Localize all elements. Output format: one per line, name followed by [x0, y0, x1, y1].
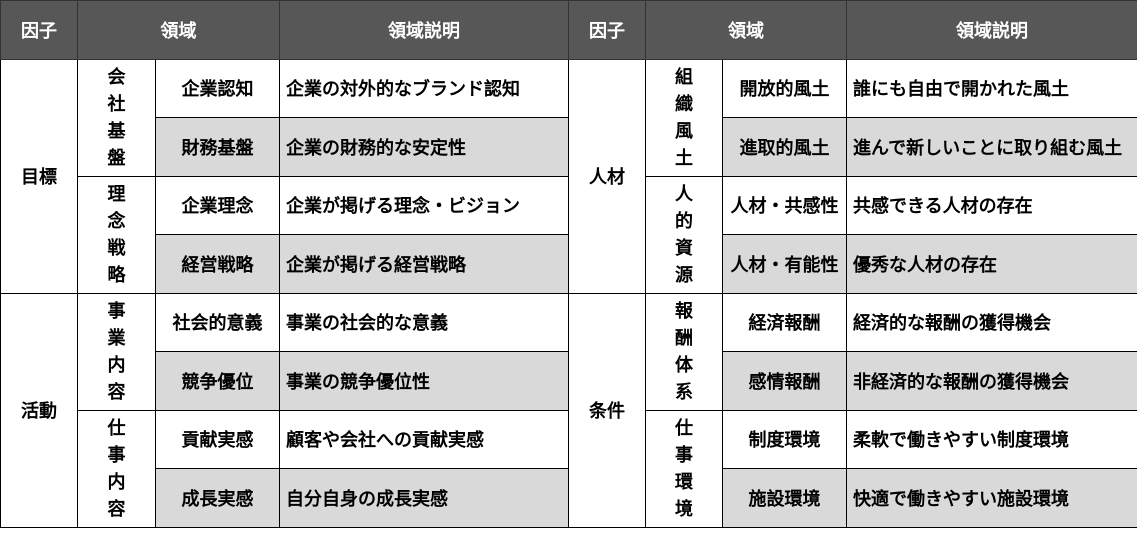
factor-cell: 目標: [0, 58, 78, 294]
area-description-cell: 非経済的な報酬の獲得機会: [846, 351, 1137, 411]
header-factor: 因子: [0, 0, 78, 60]
area-group-cell: 会社基盤: [77, 58, 156, 177]
area-description-cell: 誰にも自由で開かれた風土: [846, 58, 1137, 118]
area-description-cell: 優秀な人材の存在: [846, 234, 1137, 294]
header-area: 領域: [77, 0, 280, 60]
table-row: 仕事内容 貢献実感 顧客や会社への貢献実感: [1, 409, 569, 528]
area-name-cell: 開放的風土: [722, 58, 847, 118]
area-name-cell: 社会的意義: [155, 292, 280, 352]
area-name-cell: 制度環境: [722, 409, 847, 469]
area-name-cell: 財務基盤: [155, 117, 280, 177]
table-row: 目標 会社基盤 企業認知 企業の対外的なブランド認知: [0, 58, 569, 294]
area-description-cell: 柔軟で働きやすい制度環境: [846, 409, 1137, 469]
area-group-cell: 組織風土: [645, 58, 723, 177]
table-row: 財務基盤 企業の財務的な安定性: [1, 117, 569, 177]
table-row: 人的資源 人材・共感性 共感できる人材の存在: [569, 175, 1137, 294]
area-group-cell: 人的資源: [645, 175, 723, 294]
area-group-cell: 仕事内容: [77, 409, 156, 528]
area-description-cell: 自分自身の成長実感: [279, 468, 569, 528]
table-row: 経営戦略 企業が掲げる経営戦略: [1, 234, 569, 294]
area-group-cell: 事業内容: [77, 292, 156, 411]
area-description-cell: 快適で働きやすい施設環境: [846, 468, 1137, 528]
factor-cell: 条件: [568, 292, 646, 528]
table-row: 理念戦略 企業理念 企業が掲げる理念・ビジョン: [1, 175, 569, 294]
header-area-description: 領域説明: [279, 0, 569, 60]
area-name-cell: 経営戦略: [155, 234, 280, 294]
factor-cell: 人材: [568, 58, 646, 294]
area-group-label: 人的資源: [674, 183, 693, 286]
area-group-cell: 報酬体系: [645, 292, 723, 411]
area-description-cell: 企業が掲げる理念・ビジョン: [279, 175, 569, 235]
table-row: 進取的風土 進んで新しいことに取り組む風土: [569, 117, 1137, 177]
header-area: 領域: [645, 0, 847, 60]
area-group-cell: 理念戦略: [77, 175, 156, 294]
area-description-cell: 事業の競争優位性: [279, 351, 569, 411]
table-row: 条件 報酬体系 経済報酬 経済的な報酬の獲得機会: [568, 292, 1137, 528]
table-row: 活動 事業内容 社会的意義 事業の社会的な意義: [0, 292, 569, 528]
area-name-cell: 人材・共感性: [722, 175, 847, 235]
area-description-cell: 企業の対外的なブランド認知: [279, 58, 569, 118]
area-name-cell: 施設環境: [722, 468, 847, 528]
area-description-cell: 企業の財務的な安定性: [279, 117, 569, 177]
area-group-label: 組織風土: [674, 66, 693, 169]
table-row: 仕事環境 制度環境 柔軟で働きやすい制度環境: [569, 409, 1137, 528]
area-group-label: 報酬体系: [674, 300, 693, 403]
table-row: 人材 組織風土 開放的風土 誰にも自由で開かれた風土: [568, 58, 1137, 294]
area-name-cell: 企業理念: [155, 175, 280, 235]
table-row: 施設環境 快適で働きやすい施設環境: [569, 468, 1137, 528]
area-name-cell: 人材・有能性: [722, 234, 847, 294]
area-name-cell: 貢献実感: [155, 409, 280, 469]
area-description-cell: 経済的な報酬の獲得機会: [846, 292, 1137, 352]
area-description-cell: 顧客や会社への貢献実感: [279, 409, 569, 469]
factor-table-left: 因子 領域 領域説明目標 会社基盤 企業認知 企業の対外的なブランド認知 財務基盤 企業の財務…: [0, 0, 569, 528]
header-area-description: 領域説明: [846, 0, 1137, 60]
area-name-cell: 企業認知: [155, 58, 280, 118]
area-name-cell: 成長実感: [155, 468, 280, 528]
area-name-cell: 進取的風土: [722, 117, 847, 177]
area-name-cell: 競争優位: [155, 351, 280, 411]
area-group-label: 仕事環境: [674, 417, 693, 520]
factor-cell: 活動: [0, 292, 78, 528]
area-name-cell: 感情報酬: [722, 351, 847, 411]
area-description-cell: 事業の社会的な意義: [279, 292, 569, 352]
table-row: 人材・有能性 優秀な人材の存在: [569, 234, 1137, 294]
table-row: 競争優位 事業の競争優位性: [1, 351, 569, 411]
factor-table-right: 因子 領域 領域説明人材 組織風土 開放的風土 誰にも自由で開かれた風土 進取的風土 進んで新…: [568, 0, 1137, 528]
area-group-label: 仕事内容: [107, 417, 126, 520]
area-name-cell: 経済報酬: [722, 292, 847, 352]
area-description-cell: 企業が掲げる経営戦略: [279, 234, 569, 294]
area-group-label: 会社基盤: [107, 66, 126, 169]
table-row: 感情報酬 非経済的な報酬の獲得機会: [569, 351, 1137, 411]
area-description-cell: 進んで新しいことに取り組む風土: [846, 117, 1137, 177]
area-description-cell: 共感できる人材の存在: [846, 175, 1137, 235]
area-group-label: 事業内容: [107, 300, 126, 403]
area-group-label: 理念戦略: [107, 183, 126, 286]
header-factor: 因子: [568, 0, 646, 60]
area-group-cell: 仕事環境: [645, 409, 723, 528]
